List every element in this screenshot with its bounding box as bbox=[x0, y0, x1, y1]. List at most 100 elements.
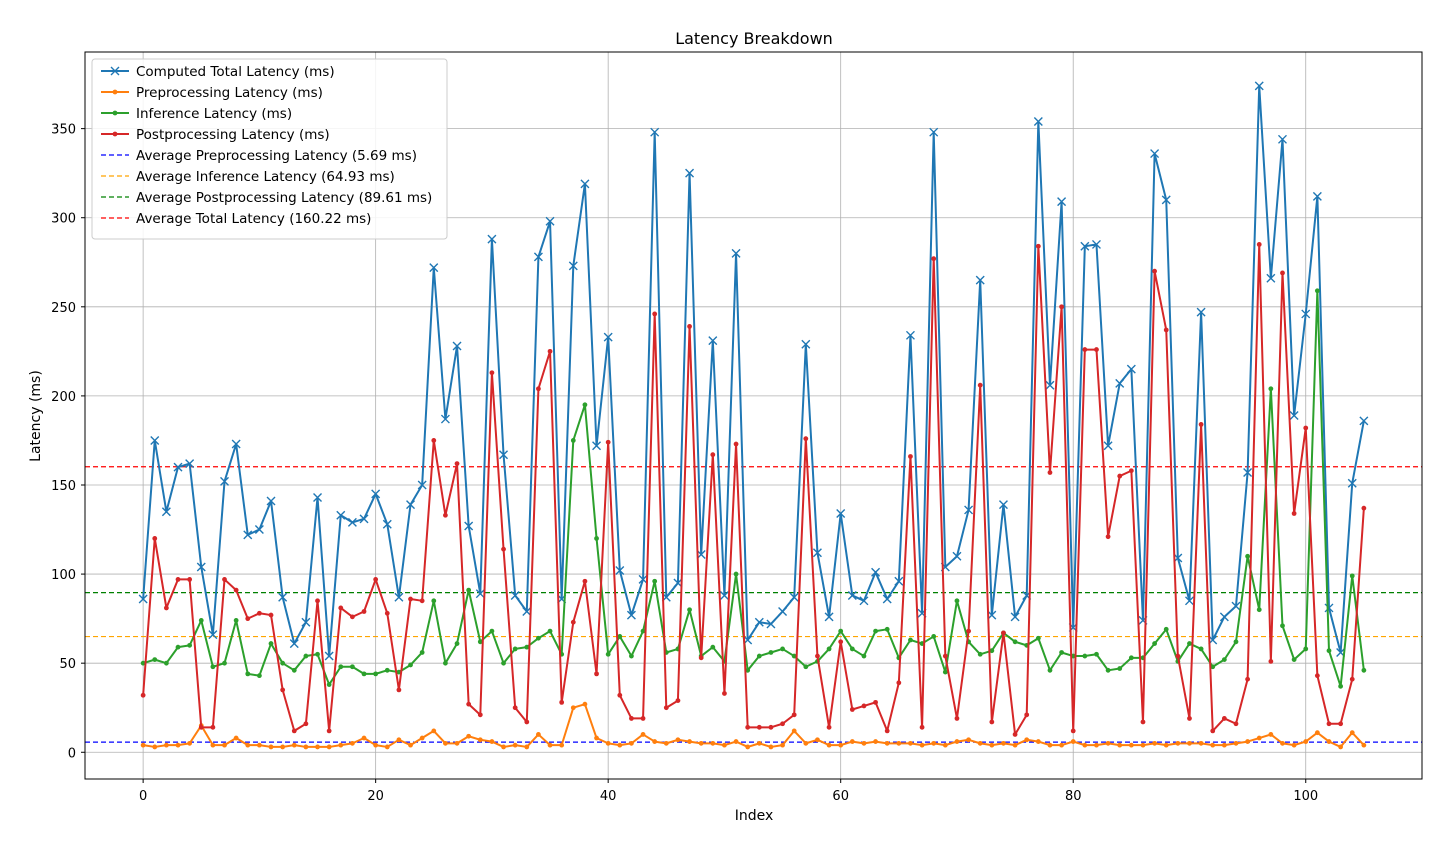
data-point bbox=[1012, 639, 1018, 645]
data-point bbox=[326, 744, 332, 750]
data-point bbox=[617, 634, 623, 639]
data-point bbox=[1221, 657, 1227, 663]
data-point bbox=[559, 699, 565, 705]
data-point bbox=[152, 536, 158, 541]
data-point bbox=[501, 660, 506, 666]
data-point bbox=[1105, 534, 1111, 540]
data-point bbox=[1245, 553, 1251, 559]
data-point bbox=[1314, 730, 1320, 736]
data-point bbox=[359, 514, 369, 524]
data-point bbox=[454, 461, 460, 467]
data-point bbox=[443, 740, 448, 746]
data-point bbox=[592, 441, 602, 451]
data-point bbox=[791, 653, 797, 659]
data-point bbox=[408, 662, 413, 668]
data-point bbox=[524, 644, 530, 650]
data-point bbox=[1254, 81, 1264, 91]
data-point bbox=[291, 728, 297, 734]
data-point bbox=[303, 721, 309, 727]
data-point bbox=[384, 744, 390, 750]
data-point bbox=[966, 628, 971, 634]
data-point bbox=[780, 742, 785, 748]
data-point bbox=[336, 510, 346, 520]
series-line bbox=[142, 289, 1365, 688]
data-point bbox=[826, 724, 832, 730]
data-point bbox=[1094, 347, 1099, 352]
data-point bbox=[1059, 742, 1064, 748]
data-point bbox=[1187, 716, 1192, 721]
data-point bbox=[187, 577, 193, 582]
data-point bbox=[338, 664, 344, 670]
data-point bbox=[431, 728, 437, 734]
data-point bbox=[638, 574, 648, 584]
data-point bbox=[1231, 601, 1241, 611]
data-point bbox=[140, 742, 146, 748]
data-point bbox=[884, 740, 890, 746]
data-point bbox=[766, 619, 776, 629]
data-point bbox=[173, 462, 183, 472]
data-point bbox=[396, 687, 402, 693]
data-point bbox=[617, 692, 623, 698]
data-point bbox=[1233, 721, 1239, 727]
data-point bbox=[419, 650, 425, 655]
legend-entry: Average Total Latency (160.22 ms) bbox=[101, 211, 371, 227]
data-point bbox=[1035, 739, 1041, 744]
data-point bbox=[1359, 416, 1369, 426]
data-point bbox=[210, 664, 216, 670]
data-point bbox=[605, 439, 611, 445]
data-point bbox=[975, 275, 985, 285]
data-point bbox=[350, 614, 355, 620]
data-point bbox=[905, 330, 915, 340]
data-point bbox=[896, 680, 902, 686]
data-point bbox=[1163, 626, 1169, 632]
data-point bbox=[280, 687, 286, 693]
data-point bbox=[289, 639, 299, 649]
data-point bbox=[536, 635, 541, 641]
data-point bbox=[1349, 730, 1355, 736]
data-point bbox=[756, 724, 762, 730]
data-point bbox=[768, 744, 774, 750]
data-point bbox=[1268, 732, 1274, 737]
data-point bbox=[547, 628, 553, 634]
data-point bbox=[429, 263, 439, 273]
data-point bbox=[754, 617, 764, 627]
data-point bbox=[1105, 667, 1111, 673]
data-point bbox=[1010, 612, 1020, 622]
series-group bbox=[140, 242, 1367, 737]
series-line bbox=[142, 84, 1365, 658]
data-point bbox=[652, 311, 658, 317]
data-point bbox=[1326, 721, 1332, 727]
data-point bbox=[977, 382, 983, 388]
data-point bbox=[301, 617, 311, 627]
data-point bbox=[756, 653, 762, 659]
data-point bbox=[222, 577, 227, 582]
data-point bbox=[719, 590, 729, 600]
data-point bbox=[1198, 646, 1204, 652]
data-point bbox=[1303, 425, 1309, 431]
data-point bbox=[499, 450, 509, 460]
x-axis-ticks: 0 20 40 60 80 100 bbox=[139, 779, 1318, 804]
data-point bbox=[1103, 441, 1113, 451]
data-point bbox=[1338, 683, 1344, 689]
legend: Computed Total Latency (ms) Preprocessing… bbox=[91, 58, 448, 240]
data-point bbox=[849, 707, 855, 712]
data-point bbox=[710, 644, 716, 650]
data-point bbox=[1187, 641, 1192, 646]
data-point bbox=[1338, 721, 1344, 727]
data-point bbox=[384, 667, 390, 673]
data-point bbox=[1291, 657, 1297, 663]
data-point bbox=[568, 261, 578, 271]
data-point bbox=[547, 742, 553, 748]
x-axis-label: Index bbox=[735, 808, 774, 824]
data-point bbox=[1289, 411, 1299, 420]
data-point bbox=[161, 507, 171, 517]
data-point bbox=[1082, 653, 1088, 659]
data-point bbox=[315, 598, 320, 604]
data-point bbox=[952, 551, 962, 561]
data-point bbox=[431, 438, 437, 443]
data-point bbox=[1117, 473, 1123, 479]
data-point bbox=[140, 660, 146, 666]
data-point bbox=[931, 740, 937, 746]
legend-entry: Preprocessing Latency (ms) bbox=[101, 85, 323, 101]
data-point bbox=[536, 732, 541, 737]
